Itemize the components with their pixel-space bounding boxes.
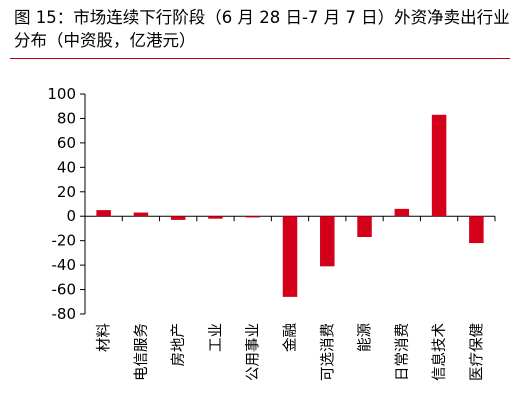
y-tick-label: 80 bbox=[57, 109, 76, 127]
bar bbox=[170, 216, 186, 220]
bar bbox=[133, 212, 149, 217]
bar bbox=[357, 216, 372, 237]
chart-title-line-1: 图 15：市场连续下行阶段（6 月 28 日-7 月 7 日）外资净卖出行业 bbox=[14, 8, 510, 27]
bar bbox=[320, 216, 335, 267]
x-tick-label: 可选消费 bbox=[319, 323, 336, 381]
bar bbox=[245, 216, 260, 218]
y-axis: 100 80 60 40 20 0 -20 -40 -60 -80 bbox=[47, 85, 86, 323]
x-tick-label: 工业 bbox=[207, 323, 224, 352]
x-axis-labels: 材料 电信服务 房地产 工业 公用事业 金融 可选消费 能源 日常消费 信息技术 医疗保健 bbox=[96, 323, 486, 381]
x-tick-label: 房地产 bbox=[170, 323, 187, 367]
y-tick-label: 60 bbox=[57, 134, 76, 152]
bar bbox=[96, 210, 111, 217]
bar bbox=[431, 114, 447, 217]
y-tick-label: 100 bbox=[47, 85, 76, 103]
x-tick-label: 能源 bbox=[357, 323, 374, 352]
y-tick-label: -40 bbox=[52, 256, 77, 274]
x-tick-label: 医疗保健 bbox=[468, 323, 485, 381]
x-tick-label: 公用事业 bbox=[245, 323, 262, 381]
bar bbox=[394, 208, 410, 217]
x-tick-label: 日常消费 bbox=[394, 323, 411, 381]
chart-title: 图 15：市场连续下行阶段（6 月 28 日-7 月 7 日）外资净卖出行业 分… bbox=[14, 6, 510, 52]
x-tick-label: 电信服务 bbox=[133, 323, 150, 381]
x-tick-label: 金融 bbox=[282, 323, 299, 352]
y-tick-label: 40 bbox=[57, 158, 76, 176]
x-tick-label: 信息技术 bbox=[431, 323, 448, 381]
title-divider bbox=[10, 58, 510, 59]
y-tick-label: 0 bbox=[66, 207, 76, 225]
x-tick-label: 材料 bbox=[96, 323, 113, 352]
y-tick-label: 20 bbox=[57, 183, 76, 201]
y-tick-label: -20 bbox=[52, 232, 77, 250]
bar bbox=[469, 216, 484, 244]
chart-title-line-2: 分布（中资股，亿港元） bbox=[14, 31, 196, 50]
y-tick-label: -60 bbox=[52, 281, 77, 299]
y-tick-label: -80 bbox=[52, 305, 77, 323]
bar bbox=[208, 216, 223, 219]
bar bbox=[282, 216, 298, 297]
bar-series bbox=[96, 114, 484, 297]
